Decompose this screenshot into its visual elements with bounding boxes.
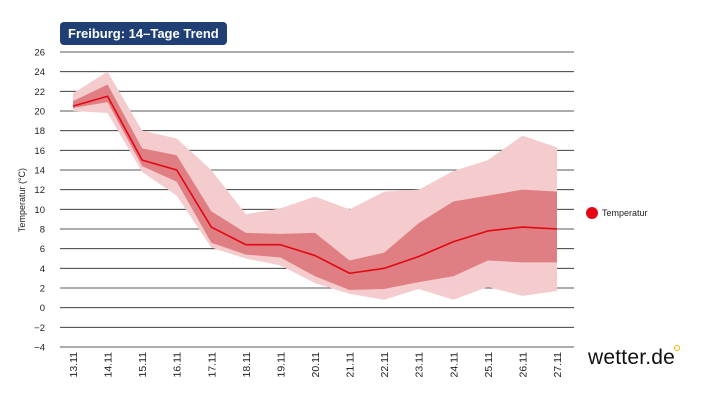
brand-logo: wetter.de	[588, 346, 676, 369]
x-axis-ticks: 13.11 14.11 15.11 16.11 17.11 18.11 19.11 20.11…	[68, 352, 564, 378]
range-bands	[73, 71, 557, 300]
legend-marker	[586, 207, 598, 219]
legend: Temperatur	[586, 207, 648, 219]
y-tick-label: 14	[34, 166, 45, 177]
x-tick-label: 13.11	[68, 352, 80, 378]
y-tick-label: 18	[34, 126, 45, 137]
x-tick-label: 16.11	[172, 352, 184, 378]
temperature-series	[72, 95, 558, 275]
y-tick-label: 20	[34, 107, 45, 118]
y-tick-label: 0	[40, 303, 45, 314]
y-tick-label: 22	[34, 87, 45, 98]
range-band-inner	[73, 84, 557, 290]
x-tick-label: 17.11	[206, 352, 218, 378]
temperature-line	[72, 95, 558, 275]
y-tick-label: −2	[34, 323, 45, 334]
x-tick-label: 21.11	[345, 352, 357, 378]
brand-logo-dot	[674, 345, 680, 351]
y-tick-label: 6	[40, 244, 45, 255]
chart-title: Freiburg: 14–Tage Trend	[60, 22, 227, 45]
y-tick-label: −4	[34, 343, 45, 354]
y-tick-label: 16	[34, 146, 45, 157]
x-tick-label: 19.11	[275, 352, 287, 378]
x-tick-label: 14.11	[103, 352, 115, 378]
x-tick-label: 20.11	[310, 352, 322, 378]
x-tick-label: 24.11	[448, 352, 460, 378]
x-tick-label: 27.11	[552, 352, 564, 378]
y-tick-label: 12	[34, 185, 45, 196]
x-tick-label: 22.11	[379, 352, 391, 378]
y-tick-label: 2	[40, 284, 45, 295]
y-tick-label: 10	[34, 205, 45, 216]
x-tick-label: 18.11	[241, 352, 253, 378]
x-tick-label: 25.11	[483, 352, 495, 378]
x-tick-label: 15.11	[137, 352, 149, 378]
y-tick-label: 8	[40, 225, 45, 236]
y-tick-label: 24	[34, 67, 45, 78]
legend-label: Temperatur	[602, 208, 648, 218]
x-tick-label: 26.11	[517, 352, 529, 378]
x-tick-label: 23.11	[414, 352, 426, 378]
y-tick-label: 26	[34, 48, 45, 59]
y-axis-label: Temperatur (°C)	[17, 168, 27, 232]
y-tick-label: 4	[40, 264, 45, 275]
